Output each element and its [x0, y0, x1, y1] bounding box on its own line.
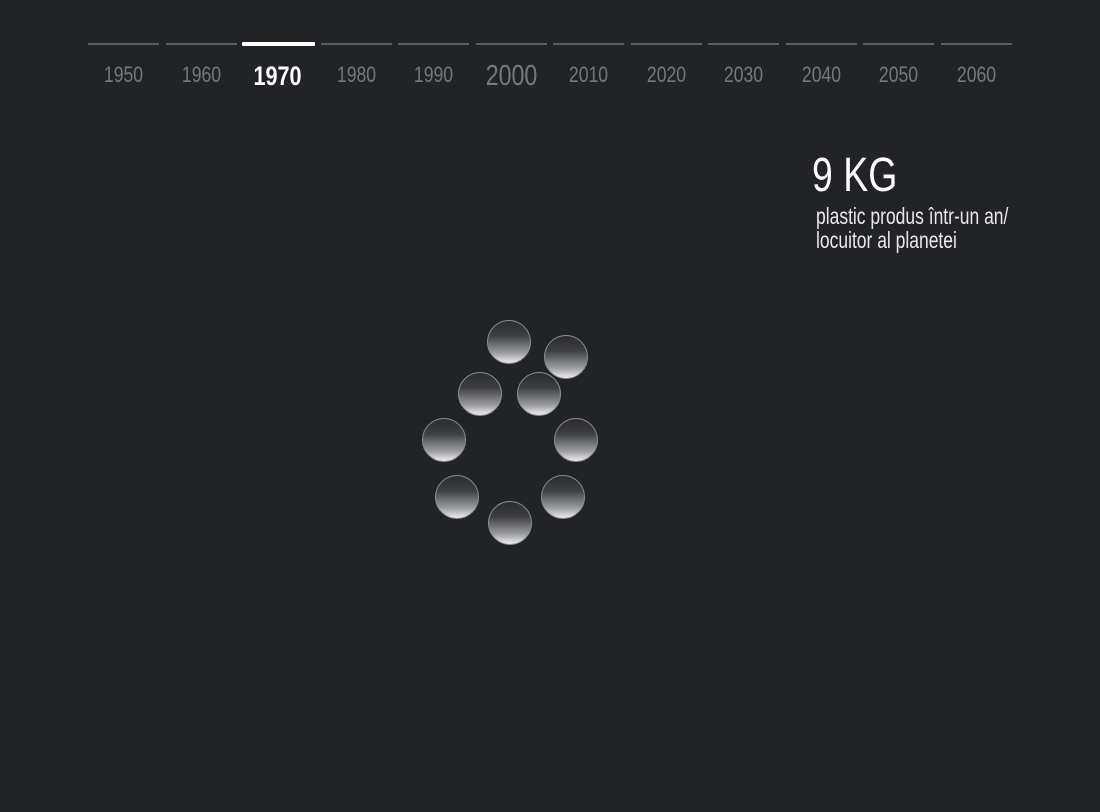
year-tab-bar	[165, 43, 237, 45]
year-timeline: 1950 1960 1970 1980 1990 2000 2010 2020 …	[88, 42, 1014, 102]
year-tab-label: 2050	[878, 62, 919, 87]
year-tab-2010[interactable]: 2010	[553, 42, 624, 98]
year-tab-2040[interactable]: 2040	[785, 42, 857, 98]
year-tab-1990[interactable]: 1990	[398, 42, 469, 98]
year-tab-2030[interactable]: 2030	[708, 42, 779, 98]
stat-panel: 9 KG plastic produs într-un an/ locuitor…	[812, 146, 1072, 252]
plastic-unit-sphere-icon	[435, 475, 479, 519]
year-tab-label: 2030	[723, 62, 764, 87]
year-tab-bar	[553, 43, 624, 45]
year-tab-bar	[863, 43, 934, 45]
stat-description-line: plastic produs într-un an/	[816, 203, 1009, 229]
year-tab-label: 2020	[646, 62, 686, 87]
year-tab-label: 2060	[956, 62, 997, 87]
year-tab-bar-active	[242, 42, 315, 46]
year-tab-label: 1970	[253, 61, 302, 91]
year-tab-1980[interactable]: 1980	[320, 42, 392, 98]
year-tab-label: 1950	[103, 62, 144, 87]
year-tab-2060[interactable]: 2060	[941, 42, 1012, 98]
year-tab-bar	[475, 43, 547, 45]
plastic-unit-sphere-icon	[554, 418, 598, 462]
plastic-unit-sphere-icon	[487, 320, 531, 364]
year-tab-bar	[630, 43, 702, 45]
year-tab-2000[interactable]: 2000	[475, 42, 547, 98]
year-tab-bar	[398, 43, 469, 45]
year-tab-2020[interactable]: 2020	[630, 42, 702, 98]
year-tab-label: 1980	[336, 62, 376, 87]
year-tab-label: 1990	[413, 62, 454, 87]
stat-description-line: locuitor al planetei	[816, 227, 957, 253]
plastic-unit-sphere-icon	[422, 418, 466, 462]
plastic-unit-sphere-icon	[458, 372, 502, 416]
year-tab-bar	[88, 43, 159, 45]
year-tab-label: 2010	[568, 62, 609, 87]
stat-description: plastic produs într-un an/ locuitor al p…	[816, 204, 1044, 252]
plastic-unit-sphere-icon	[488, 501, 532, 545]
year-tab-2050[interactable]: 2050	[863, 42, 934, 98]
plastic-unit-sphere-icon	[541, 475, 585, 519]
year-tab-1960[interactable]: 1960	[165, 42, 237, 98]
plastic-unit-sphere-icon	[544, 335, 588, 379]
year-tab-bar	[785, 43, 857, 45]
plastic-unit-sphere-icon	[517, 372, 561, 416]
year-tab-bar	[708, 43, 779, 45]
year-tab-bar	[941, 43, 1012, 45]
year-tab-label: 1960	[181, 62, 221, 87]
year-tab-label: 2000	[485, 60, 537, 92]
year-tab-1970[interactable]: 1970	[242, 42, 315, 98]
year-tab-label: 2040	[801, 62, 841, 87]
year-tab-bar	[320, 43, 392, 45]
stat-value: 9 KG	[812, 149, 898, 202]
year-tab-1950[interactable]: 1950	[88, 42, 159, 98]
